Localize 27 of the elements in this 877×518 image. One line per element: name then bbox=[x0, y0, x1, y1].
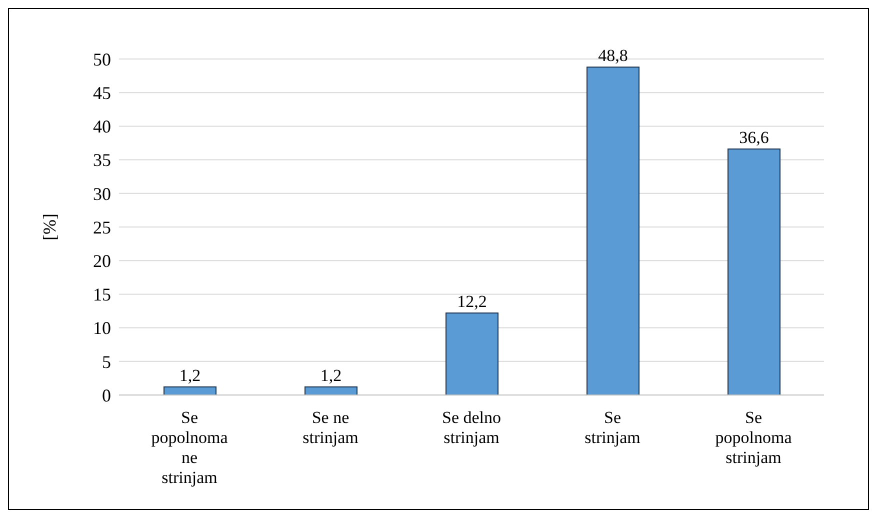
x-tick-label: Se delno strinjam bbox=[442, 408, 502, 447]
bar bbox=[164, 386, 216, 395]
bar bbox=[728, 148, 780, 395]
y-tick-label: 10 bbox=[93, 318, 111, 338]
y-tick-label: 15 bbox=[93, 284, 111, 305]
x-tick-label: Se popolnoma ne strinjam bbox=[151, 408, 228, 487]
x-tick-label: Se ne strinjam bbox=[302, 408, 358, 447]
data-label: 12,2 bbox=[457, 292, 487, 312]
y-tick-label: 25 bbox=[93, 217, 111, 238]
data-label: 1,2 bbox=[179, 366, 201, 385]
y-axis-title: [%] bbox=[39, 214, 60, 240]
bar bbox=[304, 386, 358, 395]
y-tick-label: 50 bbox=[93, 49, 111, 70]
y-tick-label: 35 bbox=[93, 150, 111, 170]
bar bbox=[446, 312, 498, 395]
bar bbox=[586, 66, 640, 395]
data-label: 48,8 bbox=[598, 46, 628, 66]
y-tick-label: 40 bbox=[93, 116, 111, 137]
x-tick-label: Se strinjam bbox=[584, 408, 640, 447]
data-label: 36,6 bbox=[739, 128, 769, 148]
data-label: 1,2 bbox=[320, 366, 342, 385]
y-tick-label: 20 bbox=[93, 250, 111, 271]
y-tick-label: 30 bbox=[93, 184, 111, 204]
y-tick-label: 5 bbox=[102, 352, 111, 372]
y-tick-label: 0 bbox=[102, 385, 111, 406]
y-tick-label: 45 bbox=[93, 82, 111, 103]
x-tick-label: Se popolnoma strinjam bbox=[715, 408, 792, 467]
